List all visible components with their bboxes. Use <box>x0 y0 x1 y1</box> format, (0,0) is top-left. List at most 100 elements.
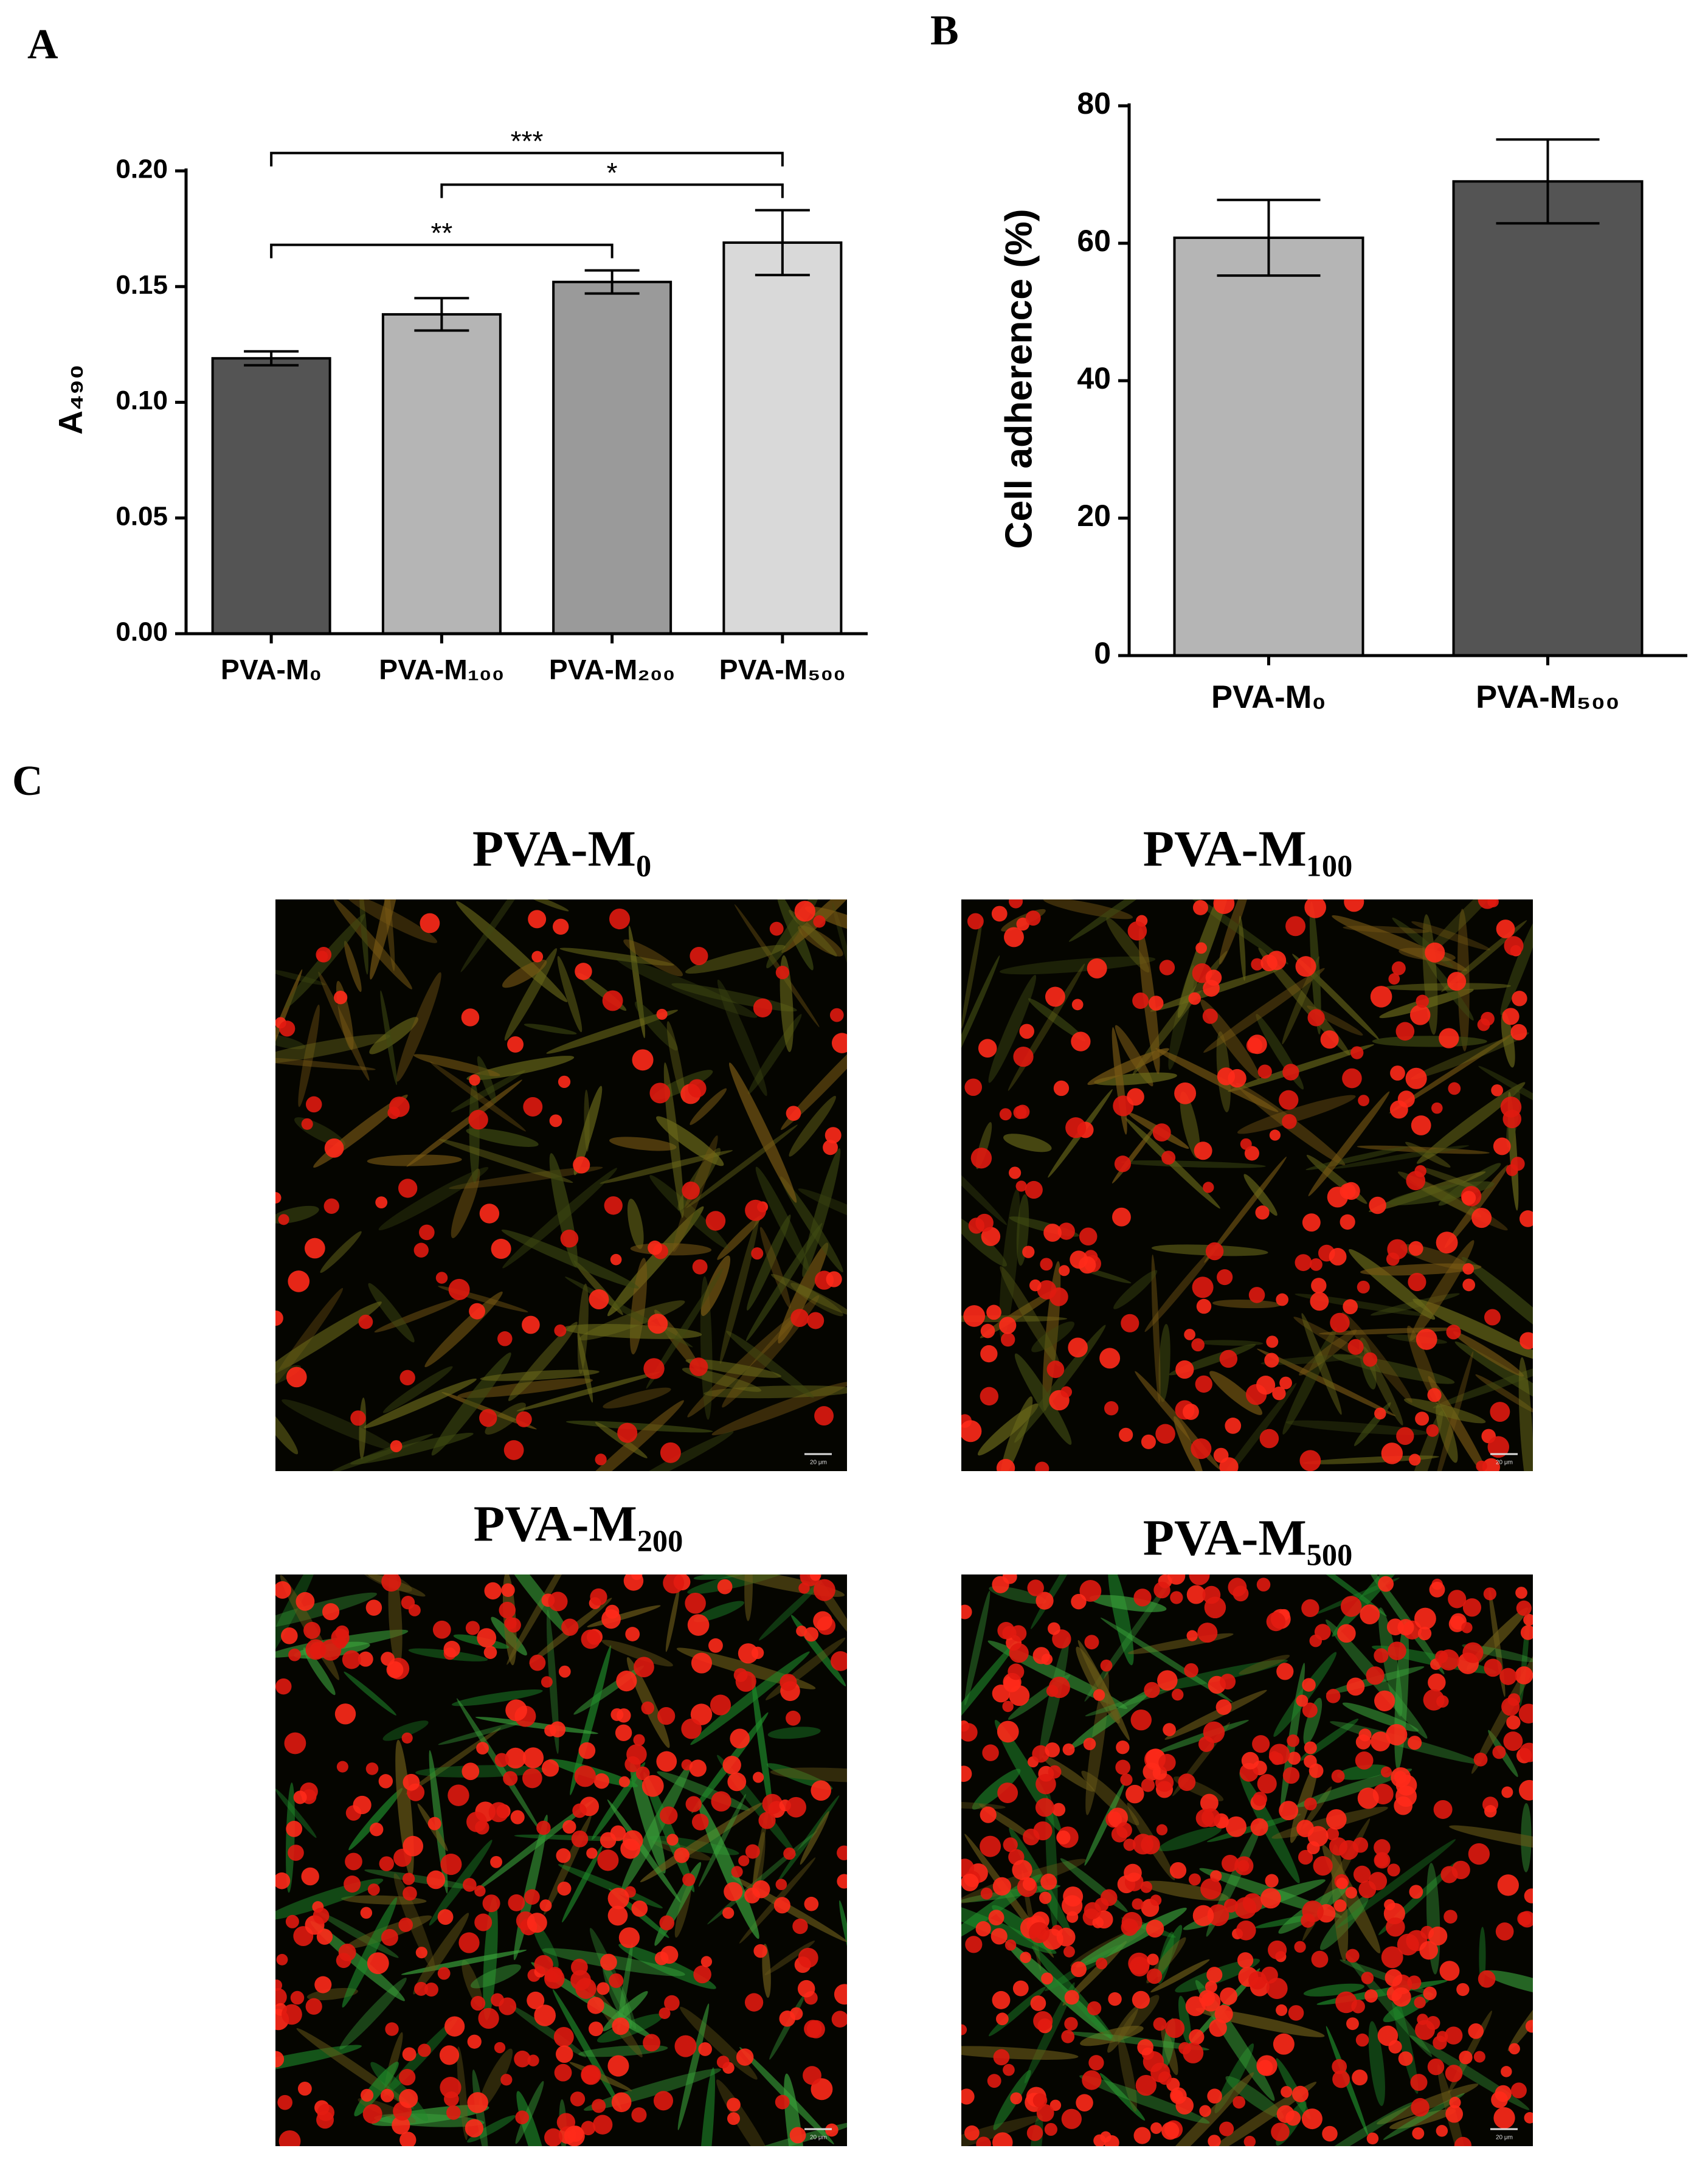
cell <box>1447 972 1467 991</box>
fiber <box>1113 1270 1158 1309</box>
fiber <box>1115 1025 1153 1087</box>
cell <box>625 1627 640 1641</box>
cell <box>641 1775 664 1797</box>
cell <box>301 1118 313 1130</box>
fiber <box>640 1803 763 1883</box>
cell <box>970 1148 992 1169</box>
cell <box>1314 1624 1331 1641</box>
fiber <box>298 1004 320 1107</box>
fiber <box>603 1387 671 1409</box>
cell <box>618 1927 640 1948</box>
cell <box>751 1247 764 1260</box>
cell <box>413 1242 429 1258</box>
cell <box>1053 1080 1070 1096</box>
fiber <box>1336 1839 1456 1928</box>
cell <box>1040 1258 1053 1271</box>
cell <box>541 1676 553 1688</box>
cell <box>987 2074 1001 2088</box>
cell <box>1071 1031 1091 1051</box>
fiber <box>762 1944 771 1998</box>
cell <box>1079 1227 1098 1246</box>
fiber <box>501 1229 639 1289</box>
cell <box>589 1289 609 1309</box>
cell <box>360 1907 373 1919</box>
fiber <box>460 899 545 972</box>
fiber <box>685 1359 782 1378</box>
cell <box>1071 1593 1087 1610</box>
cell <box>612 2017 630 2035</box>
cell <box>1084 1635 1099 1650</box>
cell <box>1366 1666 1385 1685</box>
fiber <box>557 955 583 1033</box>
cell <box>1255 1205 1270 1220</box>
cell <box>1064 2017 1078 2031</box>
cell <box>1336 1877 1348 1890</box>
cell <box>304 1238 325 1259</box>
cell <box>1028 1922 1050 1944</box>
cell <box>1329 1837 1348 1856</box>
x-tick-label: PVA-M₂₀₀ <box>549 654 676 685</box>
fiber <box>961 1639 1018 1755</box>
cell <box>1146 1968 1163 1984</box>
cell <box>1195 942 1207 954</box>
fiber <box>1228 1044 1374 1092</box>
cell <box>401 1596 415 1610</box>
cell <box>1194 1141 1212 1160</box>
cell <box>338 1944 356 1961</box>
cell <box>1165 2018 1185 2039</box>
significance-bracket <box>440 183 784 198</box>
cell <box>997 1782 1018 1803</box>
cell <box>1386 1917 1405 1937</box>
fiber <box>726 1331 814 1398</box>
cell <box>398 1917 413 1932</box>
cell <box>1272 1386 1286 1401</box>
bar <box>552 280 672 635</box>
fiber <box>1062 1941 1127 2006</box>
fiber <box>630 1762 666 1874</box>
cell <box>783 1847 796 1860</box>
cell <box>1189 2029 1205 2045</box>
fiber <box>344 1671 396 1716</box>
fiber <box>617 1942 633 2034</box>
cell <box>690 947 708 966</box>
cell <box>1501 2066 1512 2077</box>
fiber <box>1084 1782 1125 1866</box>
cell <box>1299 1450 1321 1471</box>
cell <box>1121 1314 1139 1332</box>
cell <box>1217 1269 1233 1286</box>
cell <box>1282 1064 1299 1081</box>
cell <box>691 1652 713 1674</box>
cell <box>1492 1745 1506 1759</box>
cell <box>1003 1837 1018 1852</box>
cell <box>1342 1068 1362 1089</box>
fiber <box>364 1378 477 1429</box>
cell <box>1192 899 1208 915</box>
fiber <box>367 1154 462 1166</box>
fiber <box>607 1799 681 1903</box>
fiber <box>401 1950 527 1975</box>
fiber <box>1028 998 1086 1041</box>
cell <box>1207 2088 1222 2104</box>
cell <box>825 2123 838 2137</box>
bar <box>1173 236 1364 657</box>
fiber <box>755 1166 809 1272</box>
cell <box>682 1181 700 1200</box>
fiber <box>802 1148 841 1277</box>
cell <box>1020 1952 1031 1963</box>
cell <box>1127 921 1147 941</box>
cell <box>653 2091 674 2111</box>
cell <box>1523 1613 1533 1626</box>
cell <box>317 2104 334 2122</box>
cell <box>688 1079 707 1098</box>
cell <box>365 1599 382 1616</box>
cell <box>1468 1843 1490 1865</box>
cell <box>483 1646 497 1659</box>
cell <box>1035 1798 1054 1817</box>
fiber <box>1273 1652 1337 1737</box>
fiber <box>961 1315 1068 1322</box>
cell <box>1294 1941 1306 1953</box>
cell <box>1525 2020 1533 2033</box>
cell <box>399 2089 418 2108</box>
cell <box>1484 1805 1497 1818</box>
cell <box>499 1601 516 1619</box>
